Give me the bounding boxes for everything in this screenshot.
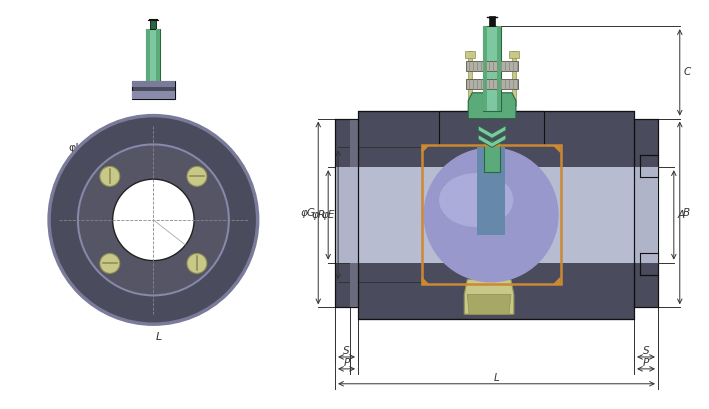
Ellipse shape xyxy=(423,147,559,283)
Polygon shape xyxy=(483,26,487,111)
Text: P: P xyxy=(643,358,649,368)
Ellipse shape xyxy=(100,166,120,186)
Polygon shape xyxy=(497,26,501,111)
Polygon shape xyxy=(422,276,430,284)
Polygon shape xyxy=(464,279,514,314)
Text: φH: φH xyxy=(71,173,86,183)
Polygon shape xyxy=(335,167,658,263)
Polygon shape xyxy=(478,126,506,139)
Text: φG: φG xyxy=(301,208,316,218)
Polygon shape xyxy=(509,51,519,58)
Polygon shape xyxy=(132,81,175,99)
Polygon shape xyxy=(440,111,544,146)
Text: S: S xyxy=(343,346,350,356)
Polygon shape xyxy=(478,135,506,147)
Polygon shape xyxy=(484,140,500,172)
Ellipse shape xyxy=(439,173,513,227)
Polygon shape xyxy=(422,146,430,153)
Text: L: L xyxy=(493,373,499,383)
Polygon shape xyxy=(467,79,518,89)
Text: φE: φE xyxy=(321,210,335,220)
Text: S: S xyxy=(642,346,649,356)
Ellipse shape xyxy=(113,179,194,261)
Ellipse shape xyxy=(187,166,207,186)
Ellipse shape xyxy=(78,144,229,295)
Polygon shape xyxy=(358,111,634,319)
Text: L: L xyxy=(155,332,162,342)
Polygon shape xyxy=(132,91,175,99)
Ellipse shape xyxy=(187,254,207,273)
Text: φR: φR xyxy=(311,210,325,220)
Polygon shape xyxy=(150,19,157,29)
Polygon shape xyxy=(467,294,511,314)
Polygon shape xyxy=(634,167,658,263)
Polygon shape xyxy=(147,29,150,81)
Polygon shape xyxy=(147,29,160,81)
Text: C: C xyxy=(683,67,691,77)
Ellipse shape xyxy=(49,116,257,324)
Polygon shape xyxy=(512,51,516,106)
Polygon shape xyxy=(477,147,505,235)
Polygon shape xyxy=(634,119,658,307)
Polygon shape xyxy=(467,61,518,71)
Polygon shape xyxy=(483,26,501,111)
Polygon shape xyxy=(468,51,472,106)
Text: P: P xyxy=(343,358,350,368)
Polygon shape xyxy=(157,29,160,81)
Polygon shape xyxy=(552,276,561,284)
Text: A: A xyxy=(677,210,684,220)
Text: φI: φI xyxy=(69,144,79,153)
Polygon shape xyxy=(132,81,175,87)
Polygon shape xyxy=(335,167,358,263)
Polygon shape xyxy=(335,119,358,307)
Polygon shape xyxy=(465,51,475,58)
Text: B: B xyxy=(683,208,691,218)
Ellipse shape xyxy=(100,254,120,273)
Polygon shape xyxy=(468,93,516,119)
Polygon shape xyxy=(552,146,561,153)
Polygon shape xyxy=(489,16,495,26)
Polygon shape xyxy=(350,119,358,307)
